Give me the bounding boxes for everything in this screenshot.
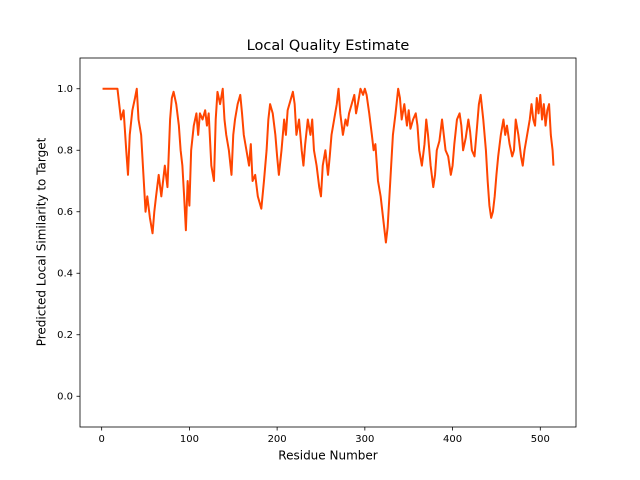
x-tick-label: 200	[268, 434, 287, 445]
x-tick-label: 0	[98, 434, 104, 445]
x-tick-label: 100	[180, 434, 199, 445]
y-tick-label: 0.4	[57, 268, 73, 279]
y-tick-label: 0.2	[57, 330, 73, 341]
y-axis-label: Predicted Local Similarity to Target	[35, 137, 49, 346]
y-tick-label: 1.0	[57, 84, 73, 95]
chart-title: Local Quality Estimate	[247, 38, 410, 54]
y-tick-label: 0.8	[57, 145, 73, 156]
x-tick-label: 300	[355, 434, 374, 445]
y-tick-label: 0.0	[57, 391, 73, 402]
y-tick-label: 0.6	[57, 207, 73, 218]
data-line	[102, 87, 555, 244]
x-tick-label: 500	[531, 434, 550, 445]
plot-frame	[79, 57, 577, 428]
x-axis-label: Residue Number	[278, 449, 377, 463]
x-tick-label: 400	[443, 434, 462, 445]
